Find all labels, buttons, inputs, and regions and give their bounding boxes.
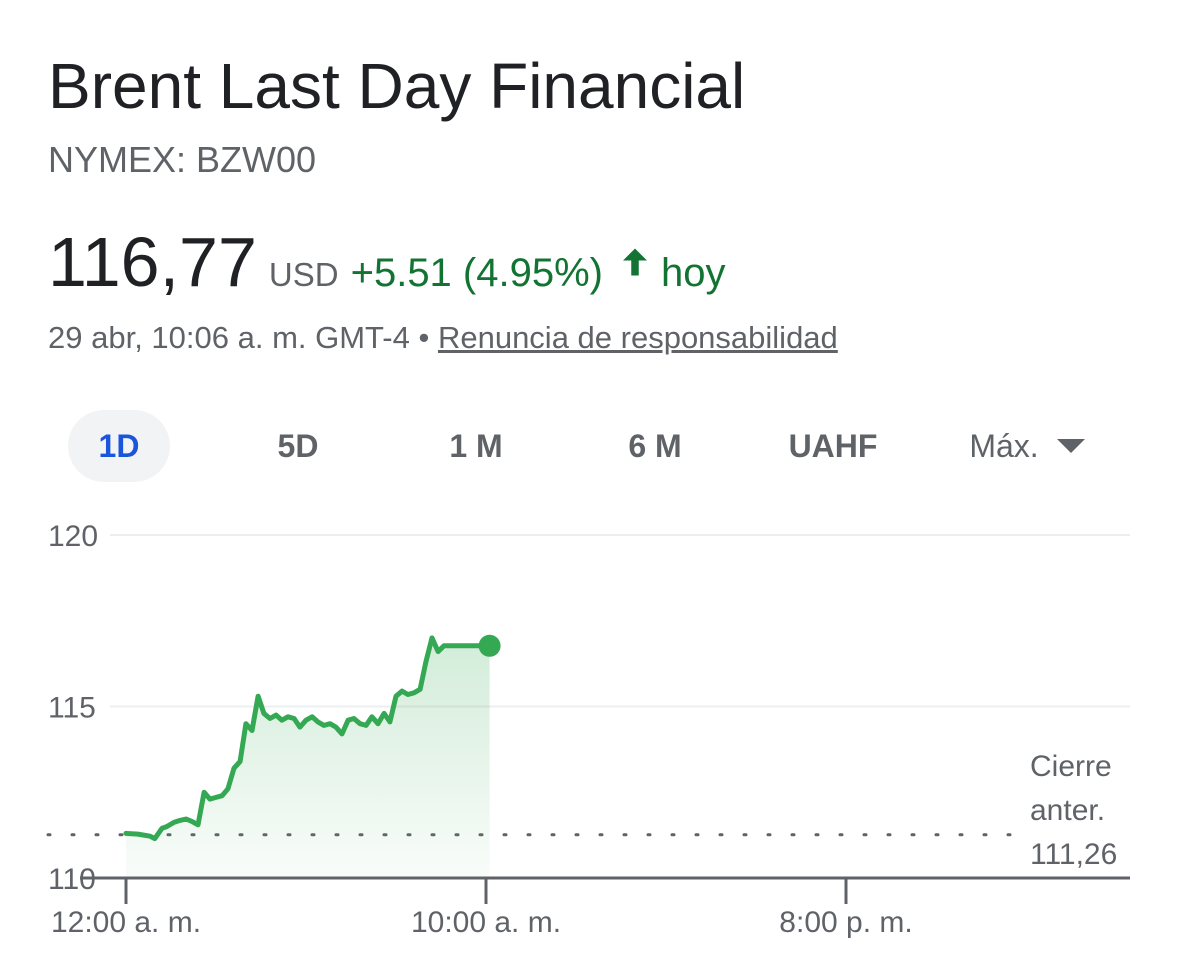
price-area bbox=[126, 637, 490, 878]
tab-5d[interactable]: 5D bbox=[248, 410, 348, 482]
tab-6m[interactable]: 6 M bbox=[605, 410, 705, 482]
range-tabs: 1D 5D 1 M 6 M UAHF Máx. bbox=[68, 410, 1128, 482]
x-tick-label: 10:00 a. m. bbox=[411, 906, 561, 939]
quote-meta: 29 abr, 10:06 a. m. GMT-4 • Renuncia de … bbox=[48, 318, 838, 358]
previous-close-label-bg bbox=[1028, 744, 1138, 874]
previous-close-label: Cierre bbox=[1030, 750, 1112, 783]
tab-label: UAHF bbox=[788, 428, 878, 464]
previous-close-label: anter. bbox=[1030, 794, 1105, 827]
y-tick-label: 120 bbox=[48, 520, 98, 553]
tab-label: 1 M bbox=[449, 428, 503, 464]
ticker-symbol: NYMEX: BZW00 bbox=[48, 139, 317, 180]
tab-label: 6 M bbox=[628, 428, 682, 464]
arrow-up-icon bbox=[622, 248, 647, 276]
quote-timestamp: 29 abr, 10:06 a. m. GMT-4 bbox=[48, 320, 410, 355]
instrument-title: Brent Last Day Financial bbox=[48, 50, 746, 122]
price-chart[interactable]: 120 115 110 12:00 a. m. 10:00 a. m. 8:00 p. m… bbox=[0, 500, 1179, 976]
last-price-dot bbox=[478, 634, 501, 657]
x-tick-label: 8:00 p. m. bbox=[779, 906, 912, 939]
y-tick-label: 115 bbox=[48, 692, 96, 725]
meta-separator: • bbox=[418, 320, 430, 355]
tab-1m[interactable]: 1 M bbox=[426, 410, 526, 482]
chevron-down-icon bbox=[1056, 438, 1085, 453]
tab-label: 5D bbox=[277, 428, 319, 464]
current-price: 116,77 bbox=[48, 223, 257, 301]
change-period: hoy bbox=[660, 251, 726, 295]
quote-row: 116,77 USD +5.51 (4.95%) hoy bbox=[48, 222, 725, 302]
tab-1d[interactable]: 1D bbox=[68, 410, 170, 482]
previous-close-value: 111,26 bbox=[1030, 838, 1117, 871]
y-tick-label: 110 bbox=[48, 863, 96, 896]
tab-label: 1D bbox=[98, 428, 140, 464]
tab-ytd[interactable]: UAHF bbox=[768, 410, 898, 482]
price-change: +5.51 (4.95%) bbox=[350, 251, 603, 295]
disclaimer-link[interactable]: Renuncia de responsabilidad bbox=[437, 320, 838, 355]
currency-label: USD bbox=[268, 256, 339, 293]
price-line bbox=[123, 635, 493, 842]
tab-max[interactable]: Máx. bbox=[942, 410, 1112, 482]
tab-label: Máx. bbox=[969, 428, 1039, 464]
x-tick-label: 12:00 a. m. bbox=[51, 906, 201, 939]
